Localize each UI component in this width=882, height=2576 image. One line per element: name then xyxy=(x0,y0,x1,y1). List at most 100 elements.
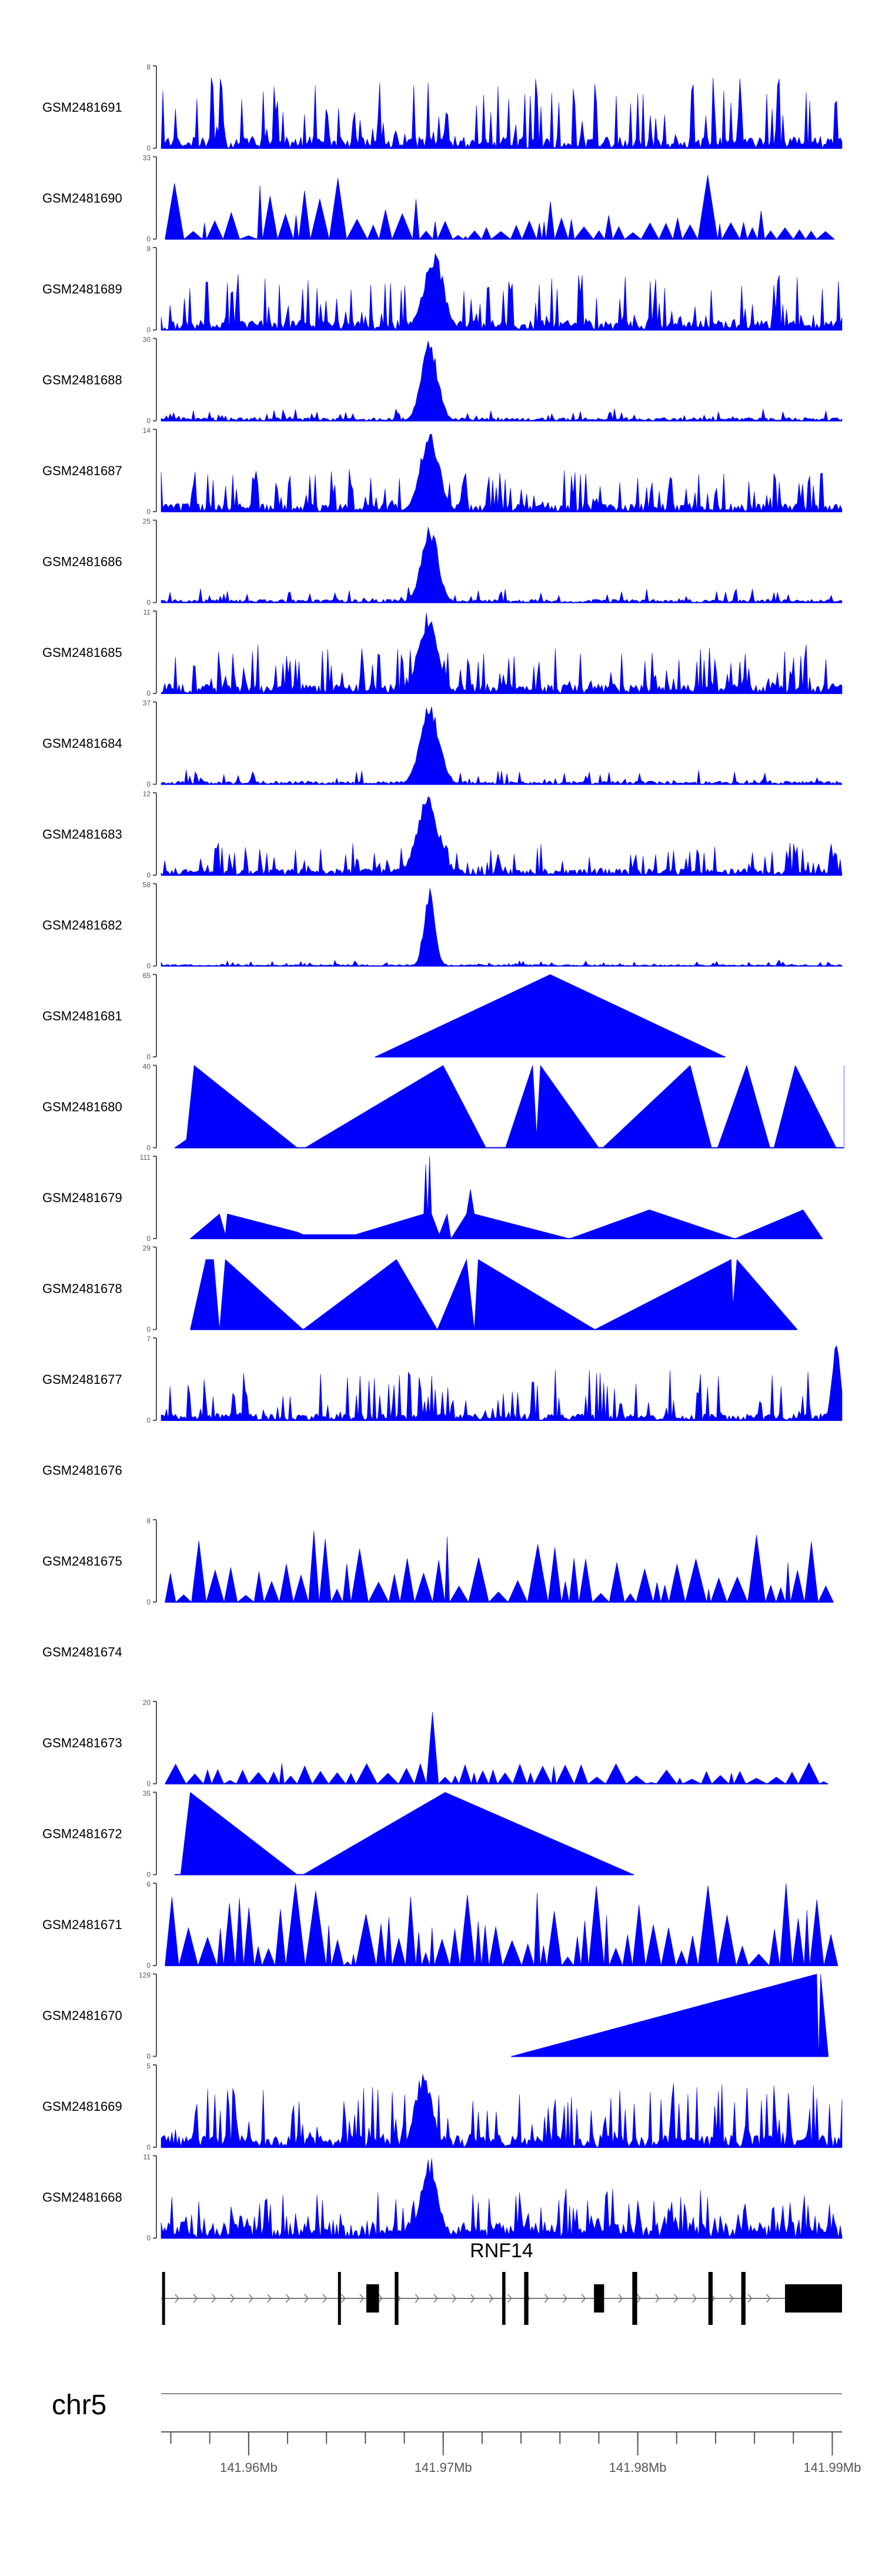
signal-area xyxy=(161,253,843,331)
exon-6 xyxy=(524,2272,529,2325)
track-GSM2481685: GSM2481685 11 0 xyxy=(42,608,843,698)
track-GSM2481675: GSM2481675 8 0 xyxy=(42,1517,834,1606)
y-tick-label-max: 25 xyxy=(143,518,151,526)
track-GSM2481672: GSM2481672 35 0 xyxy=(42,1790,634,1879)
y-tick-label-zero: 0 xyxy=(146,2053,151,2061)
y-tick-label-zero: 0 xyxy=(146,780,151,789)
y-tick-label-zero: 0 xyxy=(146,144,151,152)
track-label: GSM2481685 xyxy=(42,645,122,660)
track-GSM2481679: GSM2481679 111 0 xyxy=(42,1153,823,1243)
y-tick-label-zero: 0 xyxy=(146,1961,151,1970)
y-tick-label-max: 58 xyxy=(143,881,151,889)
strand-arrow xyxy=(193,2294,198,2303)
track-label: GSM2481684 xyxy=(42,736,122,751)
track-GSM2481687: GSM2481687 14 0 xyxy=(42,426,843,516)
strand-arrow xyxy=(175,2294,179,2303)
y-tick-label-max: 12 xyxy=(143,790,151,798)
exon-2 xyxy=(338,2272,341,2325)
strand-arrow xyxy=(304,2294,309,2303)
signal-area xyxy=(189,1156,823,1239)
track-label: GSM2481678 xyxy=(42,1282,122,1296)
strand-arrow xyxy=(747,2294,753,2303)
y-tick-label-max: 8 xyxy=(146,63,151,71)
track-label: GSM2481672 xyxy=(42,1827,122,1841)
y-tick-label-zero: 0 xyxy=(146,1234,151,1243)
signal-area xyxy=(161,2158,843,2239)
signal-area xyxy=(161,341,843,422)
track-label: GSM2481687 xyxy=(42,463,122,478)
chromosome-label: chr5 xyxy=(52,2390,106,2421)
y-tick-label-max: 40 xyxy=(143,1063,151,1071)
track-label: GSM2481671 xyxy=(42,1917,122,1932)
track-GSM2481689: GSM2481689 9 0 xyxy=(42,245,843,334)
y-tick-label-max: 9 xyxy=(146,245,151,253)
y-tick-label-max: 14 xyxy=(143,426,151,435)
y-tick-label-zero: 0 xyxy=(146,2234,151,2243)
exon-8 xyxy=(632,2272,637,2325)
strand-arrow xyxy=(563,2294,567,2303)
track-label: GSM2481690 xyxy=(42,191,122,206)
signal-area xyxy=(161,612,843,694)
y-tick-label-zero: 0 xyxy=(146,1326,151,1334)
y-tick-label-zero: 0 xyxy=(146,1053,151,1061)
track-label: GSM2481669 xyxy=(42,2099,122,2114)
track-label: GSM2481681 xyxy=(42,1009,122,1023)
track-label: GSM2481686 xyxy=(42,555,122,569)
exon-4 xyxy=(395,2272,399,2325)
chromosome-track: chr5 xyxy=(52,2390,842,2421)
track-GSM2481681: GSM2481681 65 0 xyxy=(42,972,726,1061)
signal-area xyxy=(161,1345,843,1421)
gene-track: RNF14 xyxy=(161,2240,842,2325)
track-GSM2481688: GSM2481688 30 0 xyxy=(42,336,843,425)
strand-arrow xyxy=(692,2294,697,2303)
track-label: GSM2481670 xyxy=(42,2008,122,2023)
track-GSM2481690: GSM2481690 33 0 xyxy=(42,154,835,243)
track-GSM2481670: GSM2481670 129 0 xyxy=(42,1971,829,2061)
track-label: GSM2481680 xyxy=(42,1100,122,1115)
y-tick-label-max: 20 xyxy=(143,1699,151,1707)
y-tick-label-max: 7 xyxy=(146,1335,151,1343)
exon-11 xyxy=(785,2284,842,2313)
signal-area xyxy=(165,1711,828,1785)
strand-arrow xyxy=(581,2294,586,2303)
strand-arrow xyxy=(415,2294,420,2303)
exon-1 xyxy=(162,2272,165,2325)
y-tick-label-zero: 0 xyxy=(146,689,151,698)
x-tick-label: 141.97Mb xyxy=(415,2460,472,2475)
y-tick-label-zero: 0 xyxy=(146,508,151,516)
track-label: GSM2481691 xyxy=(42,100,122,115)
y-tick-label-zero: 0 xyxy=(146,235,151,243)
track-GSM2481673: GSM2481673 20 0 xyxy=(42,1699,828,1788)
strand-arrow xyxy=(212,2294,216,2303)
track-label: GSM2481683 xyxy=(42,827,122,842)
track-GSM2481691: GSM2481691 8 0 xyxy=(42,63,843,152)
x-tick-label: 141.99Mb xyxy=(804,2460,861,2475)
y-tick-label-zero: 0 xyxy=(146,599,151,607)
signal-area xyxy=(161,527,843,603)
signal-area xyxy=(165,1530,834,1603)
signal-area xyxy=(165,1883,838,1967)
track-GSM2481676: GSM2481676 xyxy=(42,1463,122,1478)
signal-area xyxy=(161,706,843,785)
x-tick-label: 141.98Mb xyxy=(609,2460,667,2475)
strand-arrow xyxy=(655,2294,660,2303)
track-label: GSM2481688 xyxy=(42,373,122,388)
genomic-x-axis: 141.96Mb 141.97Mb 141.98Mb 141.99Mb xyxy=(161,2431,861,2475)
y-tick-label-max: 65 xyxy=(143,972,151,980)
track-GSM2481686: GSM2481686 25 0 xyxy=(42,518,843,607)
y-tick-label-max: 11 xyxy=(143,608,151,616)
track-label: GSM2481673 xyxy=(42,1736,122,1750)
y-tick-label-max: 8 xyxy=(146,1517,151,1525)
strand-arrow xyxy=(766,2294,771,2303)
strand-arrow xyxy=(489,2294,494,2303)
track-GSM2481682: GSM2481682 58 0 xyxy=(42,881,843,970)
y-tick-label-zero: 0 xyxy=(146,871,151,879)
signal-area xyxy=(375,974,726,1057)
track-label: GSM2481675 xyxy=(42,1554,122,1569)
track-label: GSM2481674 xyxy=(42,1645,122,1660)
y-tick-label-max: 11 xyxy=(143,2153,151,2161)
strand-arrow xyxy=(673,2294,679,2303)
signal-area xyxy=(161,888,843,966)
strand-arrow xyxy=(544,2294,549,2303)
strand-arrow xyxy=(729,2294,734,2303)
